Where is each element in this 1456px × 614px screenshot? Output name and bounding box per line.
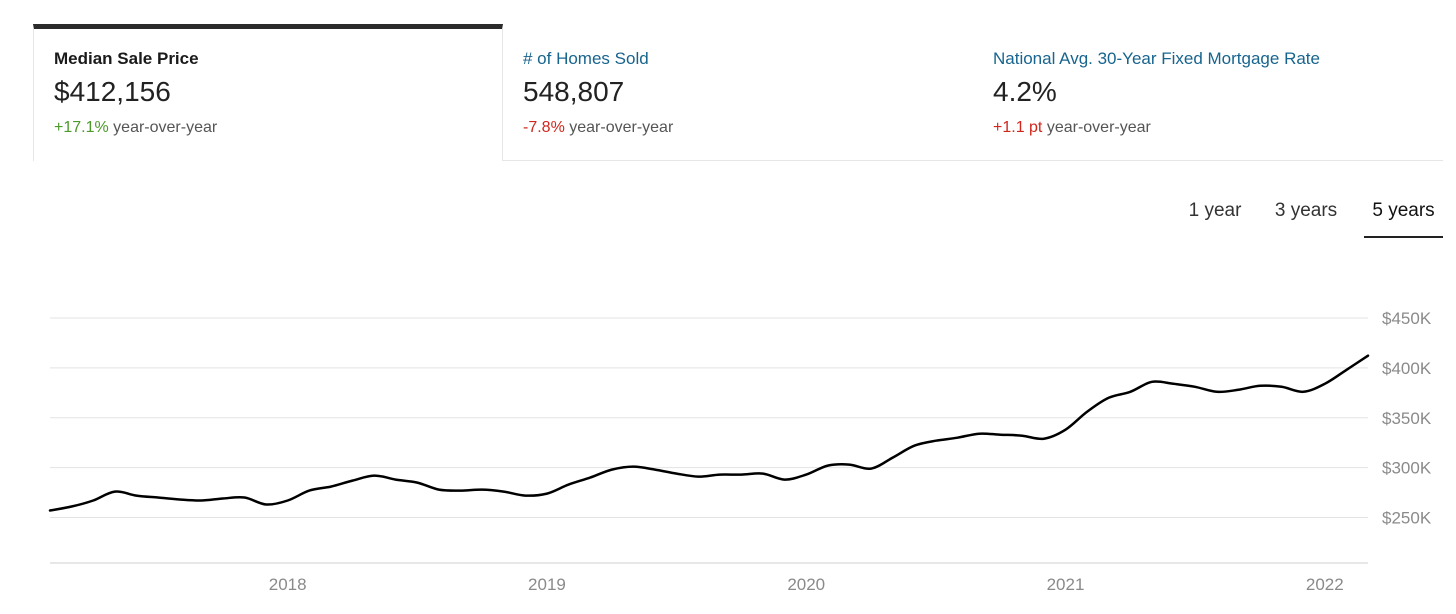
x-axis-labels: 2018 2019 2020 2021 2022	[269, 575, 1344, 594]
metric-tabs: Median Sale Price $412,156 +17.1% year-o…	[33, 24, 1443, 161]
x-tick-label: 2020	[787, 575, 825, 594]
tab-label: National Avg. 30-Year Fixed Mortgage Rat…	[993, 49, 1320, 68]
tab-change: +1.1 pt year-over-year	[993, 119, 1151, 137]
y-tick-label: $450K	[1382, 309, 1432, 328]
y-tick-label: $250K	[1382, 509, 1432, 528]
x-tick-label: 2022	[1306, 575, 1344, 594]
y-tick-label: $350K	[1382, 409, 1432, 428]
change-suffix: year-over-year	[569, 119, 674, 136]
chart-grid	[50, 317, 1368, 564]
y-axis-labels: $250K $300K $350K $400K $450K	[1382, 309, 1432, 528]
x-tick-label: 2019	[528, 575, 566, 594]
tab-value: 548,807	[523, 76, 625, 107]
y-tick-label: $400K	[1382, 359, 1432, 378]
tab-label: Median Sale Price	[54, 49, 199, 68]
tab-change: -7.8% year-over-year	[523, 119, 673, 137]
change-delta: -7.8%	[523, 119, 565, 136]
tab-mortgage-rate[interactable]: National Avg. 30-Year Fixed Mortgage Rat…	[973, 24, 1443, 160]
tab-change: +17.1% year-over-year	[54, 119, 217, 137]
tabs-divider	[33, 160, 1443, 161]
tab-homes-sold[interactable]: # of Homes Sold 548,807 -7.8% year-over-…	[503, 24, 973, 160]
range-3-years-button[interactable]: 3 years	[1274, 200, 1338, 221]
tab-value: 4.2%	[993, 76, 1057, 107]
range-5-years-button[interactable]: 5 years	[1364, 200, 1443, 238]
median-price-line	[48, 354, 1370, 512]
x-tick-label: 2021	[1047, 575, 1085, 594]
tab-value: $412,156	[54, 76, 171, 107]
change-delta: +1.1 pt	[993, 119, 1043, 136]
change-suffix: year-over-year	[1046, 119, 1151, 136]
change-suffix: year-over-year	[113, 119, 218, 136]
tab-median-sale-price[interactable]: Median Sale Price $412,156 +17.1% year-o…	[33, 24, 503, 161]
x-tick-label: 2018	[269, 575, 307, 594]
y-tick-label: $300K	[1382, 459, 1432, 478]
tab-label: # of Homes Sold	[523, 49, 649, 68]
change-delta: +17.1%	[54, 119, 109, 136]
range-1-year-button[interactable]: 1 year	[1188, 200, 1242, 221]
